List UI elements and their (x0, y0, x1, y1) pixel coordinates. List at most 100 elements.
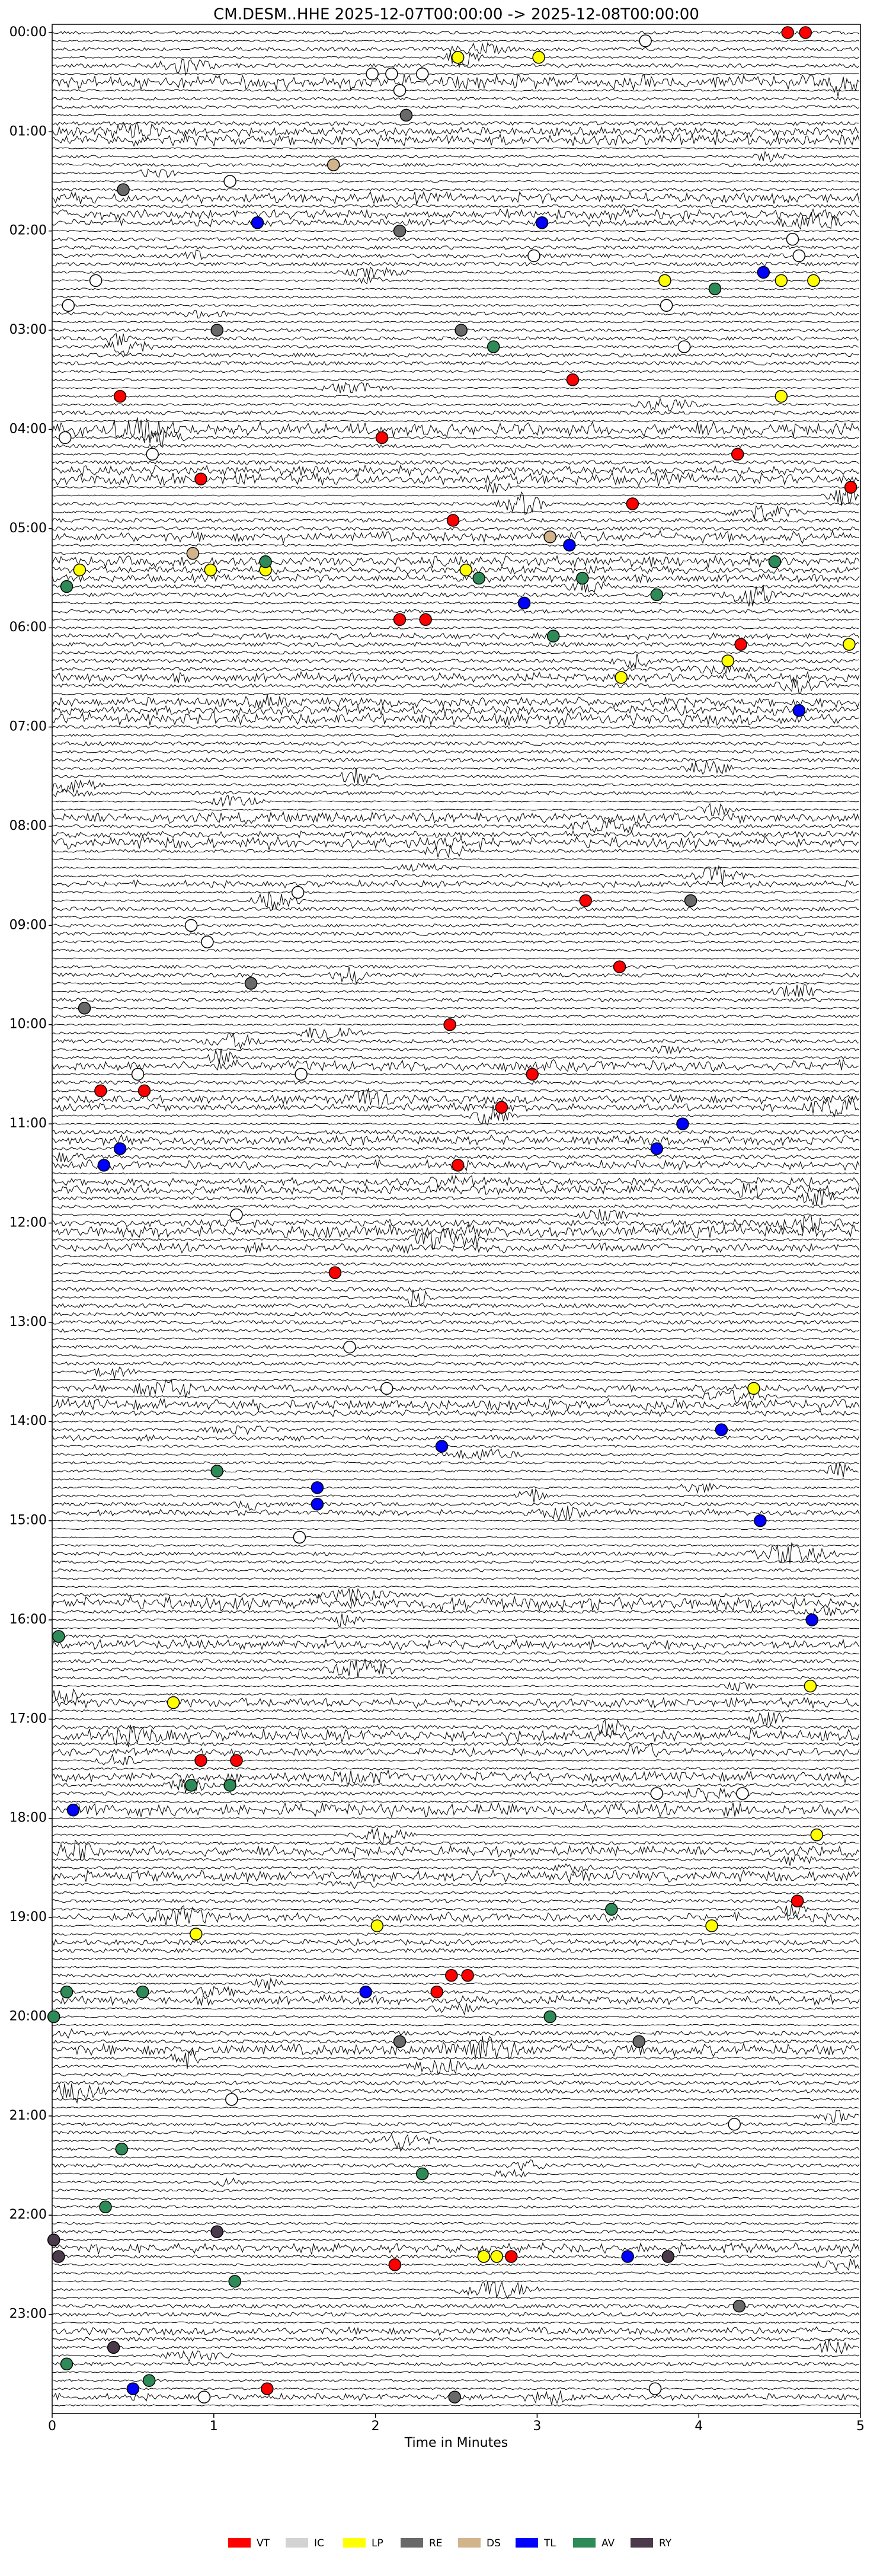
trace (52, 1863, 860, 1874)
trace (52, 573, 860, 584)
trace (52, 1688, 860, 1704)
trace (52, 2072, 860, 2077)
event-marker (78, 1002, 91, 1015)
plot-frame (52, 24, 861, 2414)
trace (52, 261, 860, 267)
trace (52, 1289, 860, 1308)
trace (52, 1460, 860, 1465)
event-marker (201, 935, 214, 948)
event-marker (775, 389, 788, 403)
trace (52, 1676, 860, 1680)
event-marker (455, 324, 468, 337)
event-marker (415, 2167, 429, 2181)
trace (52, 1014, 860, 1019)
event-marker (291, 886, 305, 899)
event-marker (446, 514, 460, 527)
trace (52, 382, 860, 394)
trace (52, 1434, 860, 1442)
trace (52, 410, 860, 416)
event-marker (230, 1208, 243, 1222)
trace (52, 2205, 860, 2209)
legend-label: RE (429, 2537, 443, 2549)
y-tick-label: 14:00 (9, 1414, 47, 1428)
trace (52, 1506, 860, 1521)
trace (52, 865, 860, 884)
trace (52, 1568, 860, 1573)
event-marker (393, 613, 407, 627)
event-marker (650, 588, 664, 602)
trace (52, 1129, 860, 1135)
trace (52, 417, 860, 444)
trace (52, 1319, 860, 1325)
trace (52, 168, 860, 178)
event-marker (146, 448, 159, 461)
trace (52, 2002, 860, 2016)
event-marker (451, 51, 465, 64)
trace (52, 526, 860, 531)
event-marker (184, 919, 198, 932)
trace (52, 1542, 860, 1564)
trace (52, 2371, 860, 2373)
trace (52, 1409, 860, 1418)
trace (52, 711, 860, 727)
y-tick-label: 22:00 (9, 2207, 47, 2222)
trace (52, 835, 860, 851)
trace (52, 741, 860, 746)
trace (52, 2379, 860, 2382)
trace (52, 360, 860, 366)
event-marker (459, 563, 473, 577)
trace (52, 1519, 860, 1522)
event-marker (223, 175, 236, 188)
event-marker (461, 1969, 474, 1982)
trace (52, 1328, 860, 1333)
trace (52, 2147, 860, 2152)
trace (52, 580, 860, 593)
event-marker (107, 2341, 120, 2354)
trace (52, 1088, 860, 1110)
legend-swatch (516, 2538, 538, 2548)
trace (52, 274, 860, 285)
trace (52, 733, 860, 737)
y-tick-label: 20:00 (9, 2009, 47, 2024)
event-marker (775, 274, 788, 287)
event-marker (705, 1919, 718, 1932)
event-marker (658, 274, 671, 287)
trace (52, 333, 860, 346)
event-marker (60, 1985, 73, 1999)
y-tick-label: 09:00 (9, 918, 47, 932)
legend-label: DS (487, 2537, 501, 2549)
trace (52, 207, 860, 221)
legend-swatch (286, 2538, 308, 2548)
trace (52, 2338, 860, 2355)
legend-swatch (631, 2538, 653, 2548)
trace (52, 1378, 860, 1398)
event-marker (576, 571, 589, 585)
trace (52, 2281, 860, 2300)
y-tick-label: 04:00 (9, 421, 47, 436)
trace (52, 1948, 860, 1954)
y-tick-label: 23:00 (9, 2307, 47, 2322)
event-marker (799, 26, 812, 39)
trace (52, 1986, 860, 1997)
trace (52, 472, 860, 487)
event-marker (186, 546, 200, 560)
y-tick-label: 12:00 (9, 1215, 47, 1230)
trace (52, 151, 860, 162)
event-marker (52, 2250, 65, 2263)
trace (52, 180, 860, 183)
trace (52, 114, 860, 117)
trace (52, 1638, 860, 1651)
trace (52, 554, 860, 569)
event-marker (60, 2357, 73, 2371)
trace (52, 1286, 860, 1292)
x-tick-label: 3 (533, 2419, 541, 2434)
event-marker (190, 1928, 203, 1941)
y-tick-label: 01:00 (9, 124, 47, 139)
trace (52, 370, 860, 373)
event-marker (715, 1423, 728, 1436)
trace (52, 750, 860, 754)
trace (52, 1753, 860, 1766)
event-marker (490, 2250, 503, 2263)
trace (52, 236, 860, 242)
